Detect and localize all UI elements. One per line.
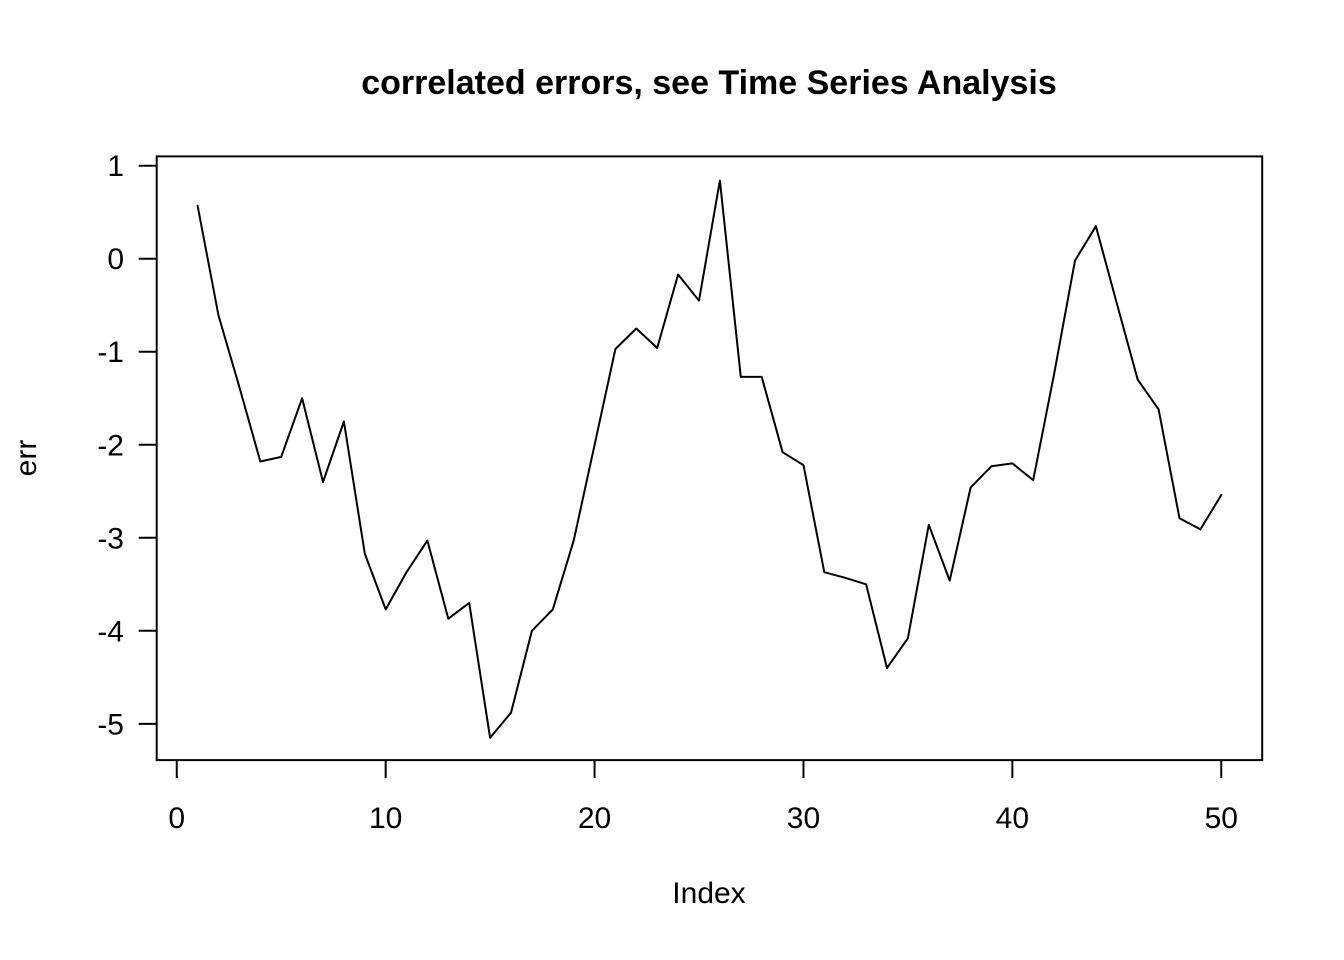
plot-area-border bbox=[155, 155, 1264, 762]
y-tick-label: 1 bbox=[107, 150, 124, 183]
series-line bbox=[196, 179, 1223, 739]
x-tick-label: 30 bbox=[787, 802, 820, 835]
x-tick-label: 50 bbox=[1205, 802, 1238, 835]
chart-title: correlated errors, see Time Series Analy… bbox=[361, 64, 1057, 102]
x-axis-ticks: 0 10 20 30 40 50 bbox=[168, 760, 1238, 835]
x-tick-label: 0 bbox=[168, 802, 185, 835]
y-axis-ticks: 1 0 -1 -2 -3 -4 -5 bbox=[97, 150, 157, 741]
y-tick-label: -5 bbox=[97, 708, 124, 741]
x-tick-label: 20 bbox=[578, 802, 611, 835]
y-tick-label: -2 bbox=[97, 429, 124, 462]
x-axis-label: Index bbox=[672, 877, 745, 910]
y-tick-label: -1 bbox=[97, 336, 124, 369]
y-tick-label: 0 bbox=[107, 243, 124, 276]
x-tick-label: 40 bbox=[996, 802, 1029, 835]
y-axis-label: err bbox=[10, 440, 43, 477]
y-tick-label: -3 bbox=[97, 522, 124, 555]
y-tick-label: -4 bbox=[97, 615, 124, 648]
x-tick-label: 10 bbox=[369, 802, 402, 835]
